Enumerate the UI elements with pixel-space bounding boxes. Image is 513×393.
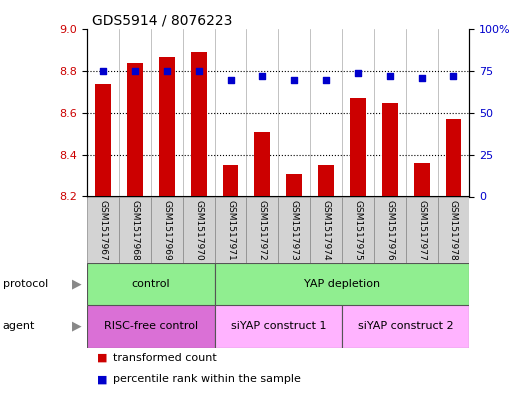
Text: ■: ■ [97, 374, 108, 384]
Bar [413, 163, 429, 196]
Point [354, 70, 362, 76]
Bar [87, 305, 214, 348]
Text: GSM1517970: GSM1517970 [194, 200, 203, 261]
Bar [119, 196, 151, 263]
Point [131, 68, 139, 74]
Bar [278, 196, 310, 263]
Text: YAP depletion: YAP depletion [304, 279, 380, 289]
Text: GSM1517968: GSM1517968 [130, 200, 140, 261]
Text: GSM1517971: GSM1517971 [226, 200, 235, 261]
Bar [87, 263, 214, 305]
Text: GSM1517977: GSM1517977 [417, 200, 426, 261]
Text: GSM1517969: GSM1517969 [162, 200, 171, 261]
Text: percentile rank within the sample: percentile rank within the sample [113, 374, 301, 384]
Point [290, 76, 299, 83]
Point [322, 76, 330, 83]
Point [99, 68, 107, 74]
Text: GSM1517973: GSM1517973 [290, 200, 299, 261]
Point [258, 73, 266, 79]
Text: control: control [132, 279, 170, 289]
Text: ▶: ▶ [72, 320, 82, 333]
Point [418, 75, 426, 81]
Text: agent: agent [3, 321, 35, 331]
Text: GSM1517972: GSM1517972 [258, 200, 267, 261]
Bar [95, 84, 111, 196]
Bar [183, 196, 214, 263]
Bar [342, 196, 374, 263]
Text: GDS5914 / 8076223: GDS5914 / 8076223 [92, 13, 233, 28]
Bar [127, 63, 143, 196]
Text: GSM1517974: GSM1517974 [322, 200, 330, 261]
Text: transformed count: transformed count [113, 353, 216, 363]
Bar [318, 165, 334, 196]
Bar [246, 196, 278, 263]
Text: ▶: ▶ [72, 277, 82, 290]
Bar [286, 174, 302, 196]
Text: GSM1517967: GSM1517967 [98, 200, 108, 261]
Text: RISC-free control: RISC-free control [104, 321, 198, 331]
Point [163, 68, 171, 74]
Bar [374, 196, 406, 263]
Text: protocol: protocol [3, 279, 48, 289]
Text: GSM1517976: GSM1517976 [385, 200, 394, 261]
Bar [191, 52, 207, 196]
Bar [438, 196, 469, 263]
Point [449, 73, 458, 79]
Bar [214, 196, 246, 263]
Point [386, 73, 394, 79]
Bar [342, 305, 469, 348]
Bar [159, 57, 175, 196]
Bar [382, 103, 398, 196]
Bar [406, 196, 438, 263]
Text: ■: ■ [97, 353, 108, 363]
Bar [223, 165, 239, 196]
Text: GSM1517975: GSM1517975 [353, 200, 362, 261]
Bar [151, 196, 183, 263]
Text: siYAP construct 2: siYAP construct 2 [358, 321, 453, 331]
Text: siYAP construct 1: siYAP construct 1 [230, 321, 326, 331]
Text: GSM1517978: GSM1517978 [449, 200, 458, 261]
Point [226, 76, 234, 83]
Bar [310, 196, 342, 263]
Point [194, 68, 203, 74]
Bar [214, 305, 342, 348]
Bar [445, 119, 461, 196]
Bar [254, 132, 270, 196]
Bar [350, 98, 366, 196]
Bar [214, 263, 469, 305]
Bar [87, 196, 119, 263]
